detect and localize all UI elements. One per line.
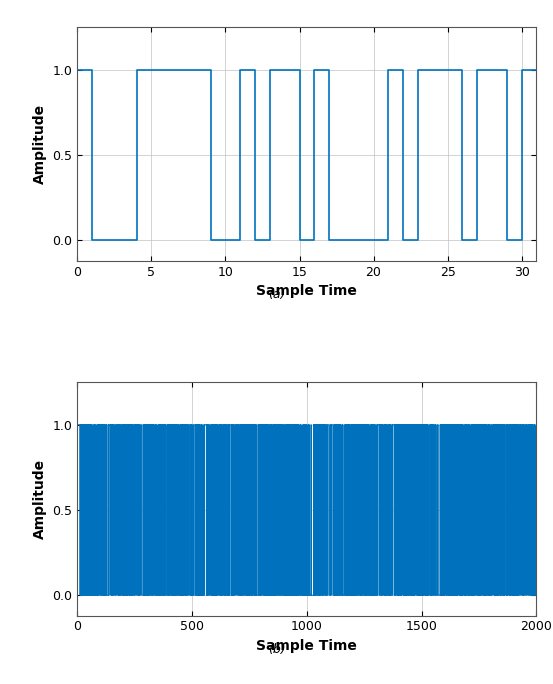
X-axis label: Sample Time: Sample Time xyxy=(257,285,357,298)
Text: (b): (b) xyxy=(268,643,285,656)
Y-axis label: Amplitude: Amplitude xyxy=(33,104,47,184)
Text: (a): (a) xyxy=(268,288,285,301)
Y-axis label: Amplitude: Amplitude xyxy=(33,459,47,539)
X-axis label: Sample Time: Sample Time xyxy=(257,639,357,653)
